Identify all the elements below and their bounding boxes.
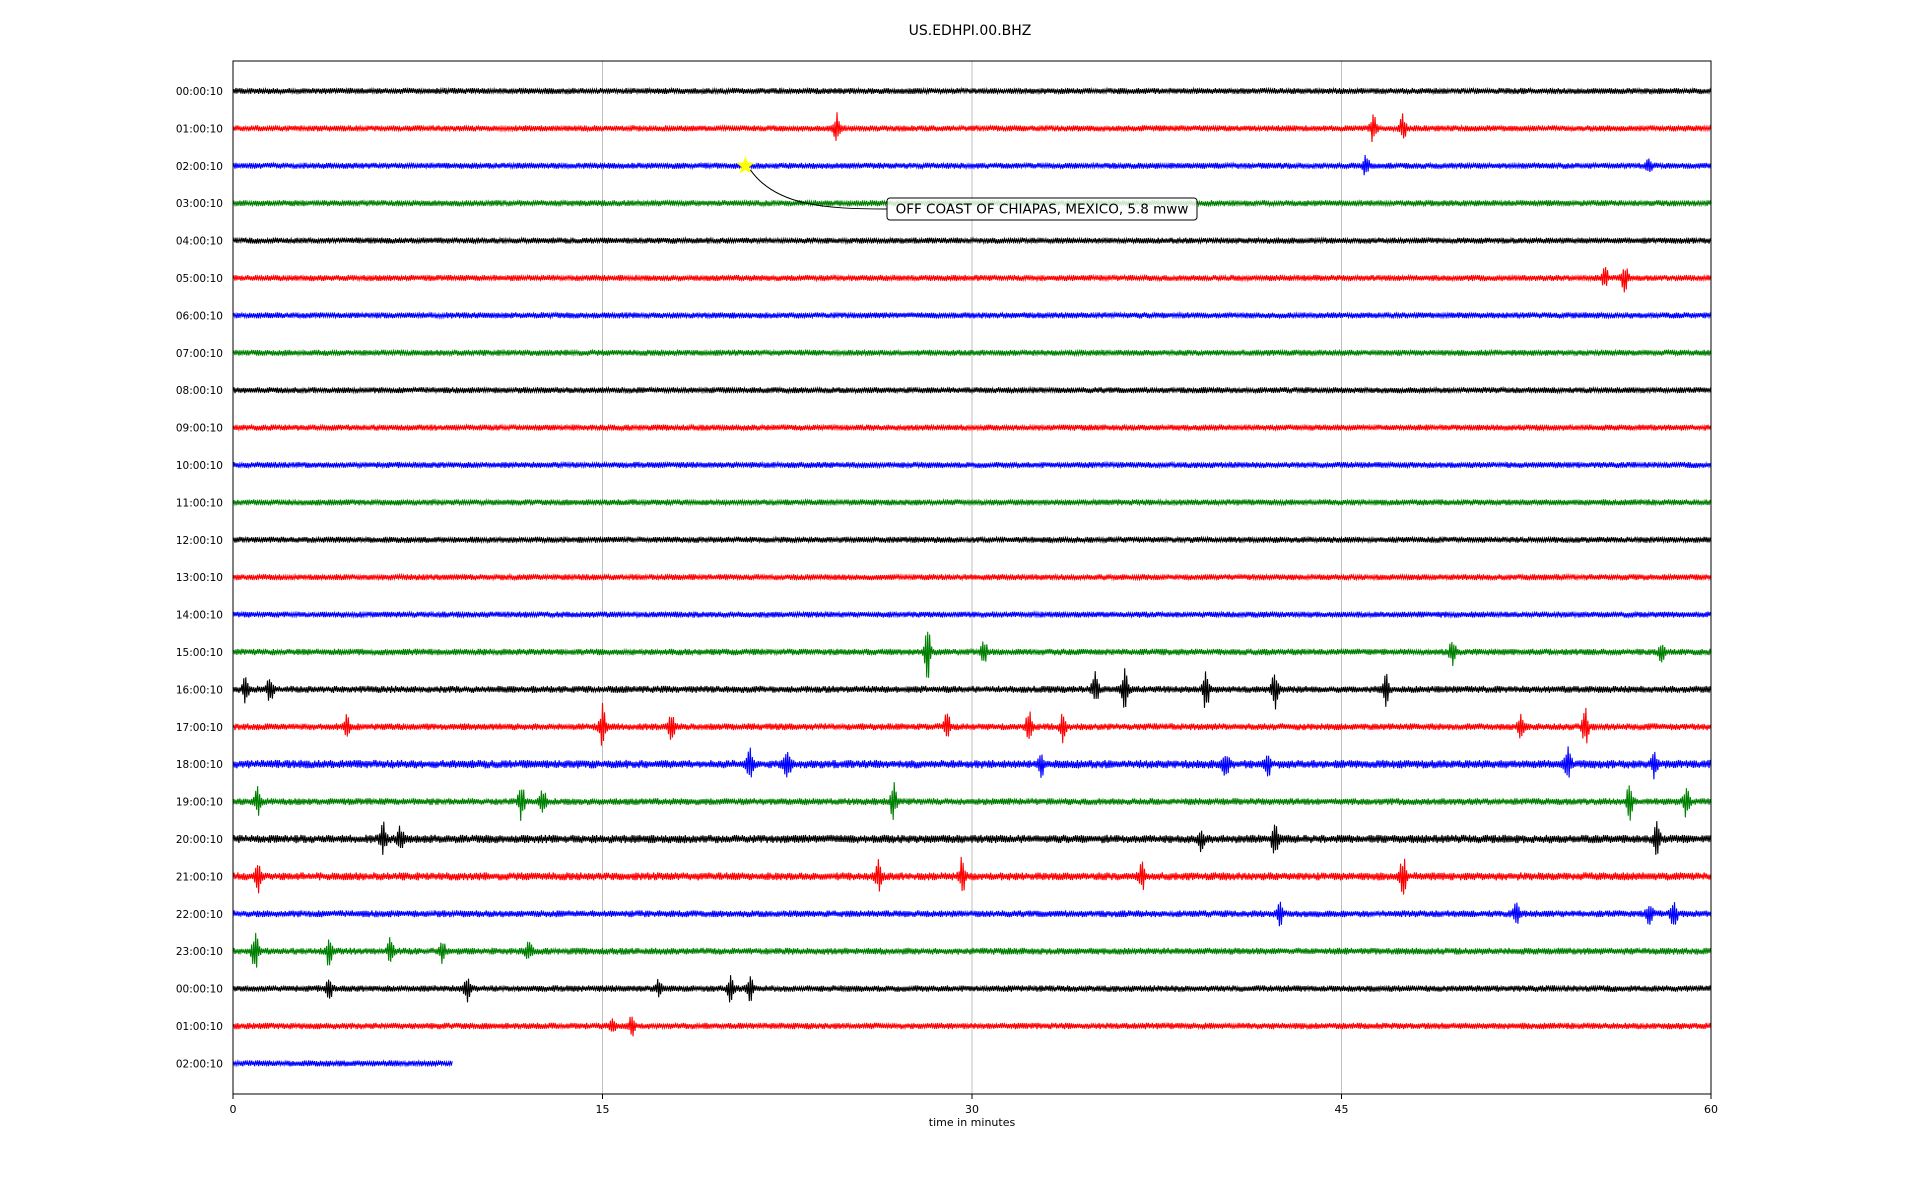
trace-row-5	[232, 267, 1712, 293]
row-label-1: 01:00:10	[176, 123, 223, 135]
row-label-3: 03:00:10	[176, 198, 223, 210]
row-label-8: 08:00:10	[176, 385, 223, 397]
row-label-23: 23:00:10	[176, 946, 223, 958]
row-labels: 00:00:10 01:00:10 02:00:10 03:00:10 04:00:10…	[176, 86, 223, 1070]
trace-row-14	[232, 610, 1712, 619]
x-tick-label-3: 45	[1335, 1103, 1349, 1116]
trace-row-8	[232, 385, 1712, 395]
trace-row-15	[232, 631, 1712, 678]
x-tick-label-0: 0	[230, 1103, 237, 1116]
trace-row-22	[232, 901, 1712, 927]
trace-row-0	[232, 86, 1712, 96]
row-label-13: 13:00:10	[176, 572, 223, 584]
row-label-22: 22:00:10	[176, 909, 223, 921]
x-tick-label-1: 15	[596, 1103, 610, 1116]
trace-row-13	[232, 572, 1712, 582]
x-axis-label: time in minutes	[929, 1116, 1016, 1129]
event-leader-line	[749, 169, 888, 210]
trace-row-7	[232, 348, 1712, 358]
row-label-5: 05:00:10	[176, 273, 223, 285]
row-label-12: 12:00:10	[176, 535, 223, 547]
chart-title: US.EDHPI.00.BHZ	[909, 23, 1032, 39]
trace-row-2	[232, 154, 1712, 176]
trace-row-17	[232, 702, 1712, 746]
trace-row-18	[232, 746, 1712, 780]
x-axis: 0 15 30 45 60	[230, 1094, 1718, 1116]
x-tick-label-2: 30	[965, 1103, 979, 1116]
row-label-11: 11:00:10	[176, 497, 223, 509]
trace-row-26	[232, 1059, 453, 1068]
row-label-17: 17:00:10	[176, 722, 223, 734]
row-label-18: 18:00:10	[176, 759, 223, 771]
row-label-21: 21:00:10	[176, 871, 223, 883]
row-label-14: 14:00:10	[176, 610, 223, 622]
trace-row-9	[232, 423, 1712, 433]
trace-row-20	[232, 821, 1712, 855]
row-label-4: 04:00:10	[176, 236, 223, 248]
seismogram-traces	[232, 86, 1712, 1068]
row-label-16: 16:00:10	[176, 684, 223, 696]
row-label-25: 01:00:10	[176, 1021, 223, 1033]
trace-row-11	[232, 498, 1712, 507]
row-label-0: 00:00:10	[176, 86, 223, 98]
row-label-6: 06:00:10	[176, 310, 223, 322]
trace-row-4	[232, 236, 1712, 245]
row-label-2: 02:00:10	[176, 161, 223, 173]
row-label-26: 02:00:10	[176, 1058, 223, 1070]
event-label: OFF COAST OF CHIAPAS, MEXICO, 5.8 mww	[896, 202, 1189, 218]
x-tick-label-4: 60	[1704, 1103, 1718, 1116]
row-label-15: 15:00:10	[176, 647, 223, 659]
row-label-7: 07:00:10	[176, 348, 223, 360]
row-label-19: 19:00:10	[176, 797, 223, 809]
trace-row-12	[232, 535, 1712, 545]
row-label-20: 20:00:10	[176, 834, 223, 846]
trace-row-25	[232, 1016, 1712, 1037]
event-star-marker	[736, 156, 755, 174]
trace-row-21	[232, 856, 1712, 895]
trace-row-10	[232, 460, 1712, 470]
event-annotation: OFF COAST OF CHIAPAS, MEXICO, 5.8 mww	[736, 156, 1198, 221]
trace-row-1	[232, 112, 1712, 143]
row-label-9: 09:00:10	[176, 423, 223, 435]
trace-row-6	[232, 310, 1712, 320]
trace-row-19	[232, 782, 1712, 821]
trace-row-24	[232, 975, 1712, 1003]
event-label-box	[886, 197, 1198, 221]
row-label-10: 10:00:10	[176, 460, 223, 472]
trace-row-23	[232, 932, 1712, 968]
trace-row-16	[232, 668, 1712, 710]
row-label-24: 00:00:10	[176, 984, 223, 996]
